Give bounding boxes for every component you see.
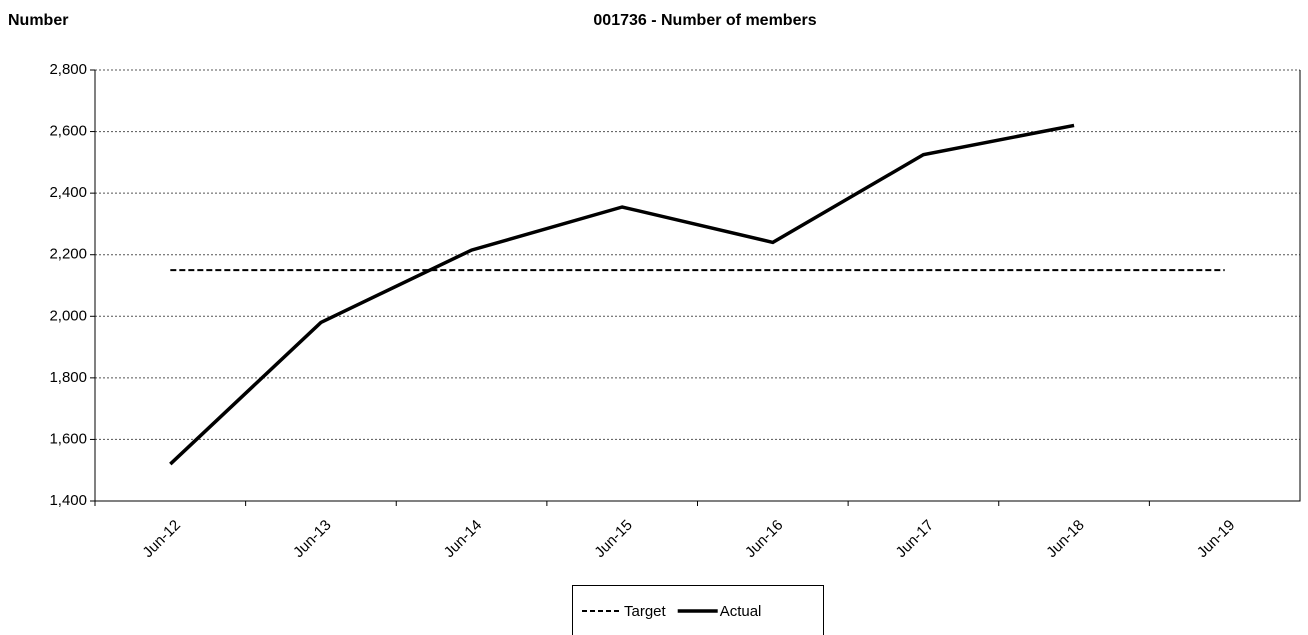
legend-label: Target bbox=[624, 603, 667, 620]
y-tick-label: 2,400 bbox=[49, 184, 87, 201]
y-tick-label: 1,800 bbox=[49, 369, 87, 386]
x-tick-label: Jun-19 bbox=[1194, 517, 1238, 561]
y-tick-label: 1,600 bbox=[49, 430, 87, 447]
x-tick-label: Jun-16 bbox=[742, 517, 786, 561]
legend-label: Actual bbox=[720, 603, 762, 620]
y-axis-label: Number bbox=[8, 12, 68, 29]
y-tick-label: 2,000 bbox=[49, 307, 87, 324]
x-tick-label: Jun-15 bbox=[591, 517, 635, 561]
x-tick-label: Jun-13 bbox=[290, 517, 334, 561]
x-tick-label: Jun-14 bbox=[441, 517, 485, 561]
y-tick-label: 1,400 bbox=[49, 492, 87, 509]
y-tick-label: 2,200 bbox=[49, 246, 87, 263]
y-tick-label: 2,800 bbox=[49, 61, 87, 78]
series-line bbox=[169, 123, 1075, 466]
y-tick-label: 2,600 bbox=[49, 123, 87, 140]
plot-border bbox=[94, 70, 1301, 502]
x-tick-label: Jun-18 bbox=[1043, 517, 1087, 561]
x-tick-label: Jun-12 bbox=[139, 517, 183, 561]
x-tick-label: Jun-17 bbox=[893, 517, 937, 561]
chart-title: 001736 - Number of members bbox=[593, 12, 816, 29]
